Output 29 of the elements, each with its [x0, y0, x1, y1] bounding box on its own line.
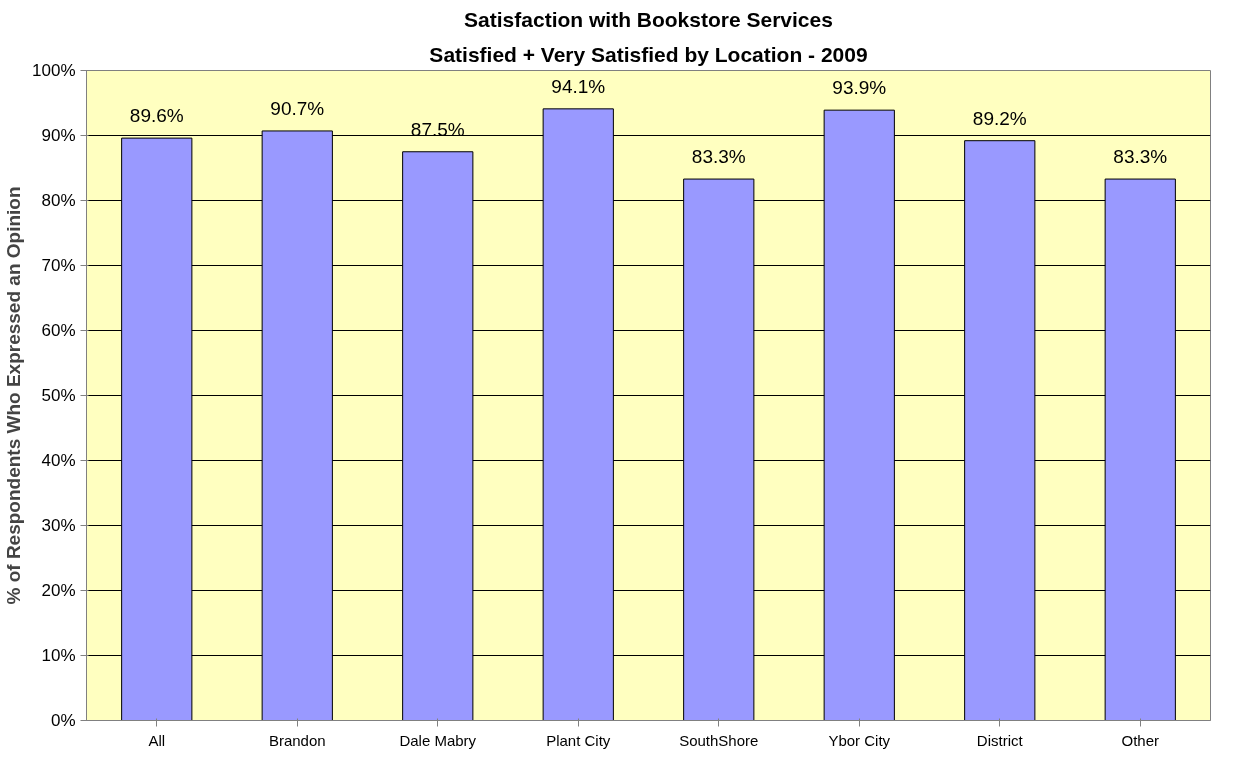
- x-tick-label: District: [976, 731, 1024, 749]
- y-tick-label: 0%: [50, 711, 76, 730]
- y-tick-label: 20%: [41, 581, 76, 600]
- y-tick-label: 70%: [41, 256, 76, 275]
- data-label: 93.9%: [832, 77, 887, 99]
- y-tick-label: 100%: [32, 61, 76, 80]
- y-tick-label: 90%: [41, 126, 76, 145]
- x-tick-label: Plant City: [546, 731, 611, 749]
- y-tick-label: 50%: [41, 386, 76, 405]
- data-label: 89.2%: [972, 107, 1027, 129]
- y-axis-title: % of Respondents Who Expressed an Opinion: [3, 186, 25, 605]
- x-tick-label: Dale Mabry: [399, 731, 477, 749]
- y-tick-label: 80%: [41, 191, 76, 210]
- y-tick-label: 30%: [41, 516, 76, 535]
- chart-title: Satisfaction with Bookstore Services: [464, 7, 833, 31]
- chart-subtitle: Satisfied + Very Satisfied by Location - 2009: [429, 42, 868, 66]
- x-tick-label: Other: [1121, 731, 1160, 749]
- data-label: 90.7%: [270, 97, 325, 119]
- data-label: 89.6%: [129, 105, 184, 127]
- data-label: 94.1%: [551, 75, 606, 97]
- x-tick-label: SouthShore: [679, 731, 759, 749]
- x-tick-label: Ybor City: [828, 731, 891, 749]
- data-label: 83.3%: [691, 146, 746, 168]
- x-tick-label: Brandon: [268, 731, 326, 749]
- x-tick-label: All: [148, 731, 166, 749]
- data-label: 83.3%: [1113, 146, 1168, 168]
- y-tick-label: 40%: [41, 451, 76, 470]
- y-tick-label: 60%: [41, 321, 76, 340]
- y-tick-label: 10%: [41, 646, 76, 665]
